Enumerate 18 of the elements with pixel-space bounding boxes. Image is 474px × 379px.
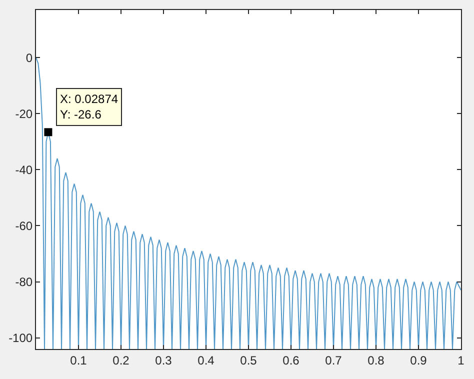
y-tick-label: 0 bbox=[26, 50, 33, 65]
y-tick-label: -100 bbox=[8, 330, 33, 345]
x-tick-label: 0.6 bbox=[282, 353, 300, 368]
x-tick-label: 0.4 bbox=[198, 353, 215, 368]
x-tick-label: 0.7 bbox=[325, 353, 342, 368]
x-tick-label: 0.5 bbox=[240, 353, 258, 368]
x-tick-label: 0.8 bbox=[368, 353, 385, 368]
x-tick-label: 1 bbox=[458, 353, 465, 368]
y-tick-label: -80 bbox=[15, 274, 33, 289]
annotation: X: 0.02874 Y: -26.6 bbox=[60, 92, 118, 122]
line-series bbox=[36, 57, 461, 349]
x-tick-label: 0.3 bbox=[155, 353, 172, 368]
y-tick-label: -40 bbox=[15, 162, 33, 177]
x-tick-label: 0.9 bbox=[410, 353, 428, 368]
y-tick-label: -20 bbox=[15, 106, 33, 121]
x-tick-label: 0.2 bbox=[112, 353, 130, 368]
y-tick-label: -60 bbox=[15, 218, 33, 233]
x-tick-label: 0.1 bbox=[70, 353, 88, 368]
